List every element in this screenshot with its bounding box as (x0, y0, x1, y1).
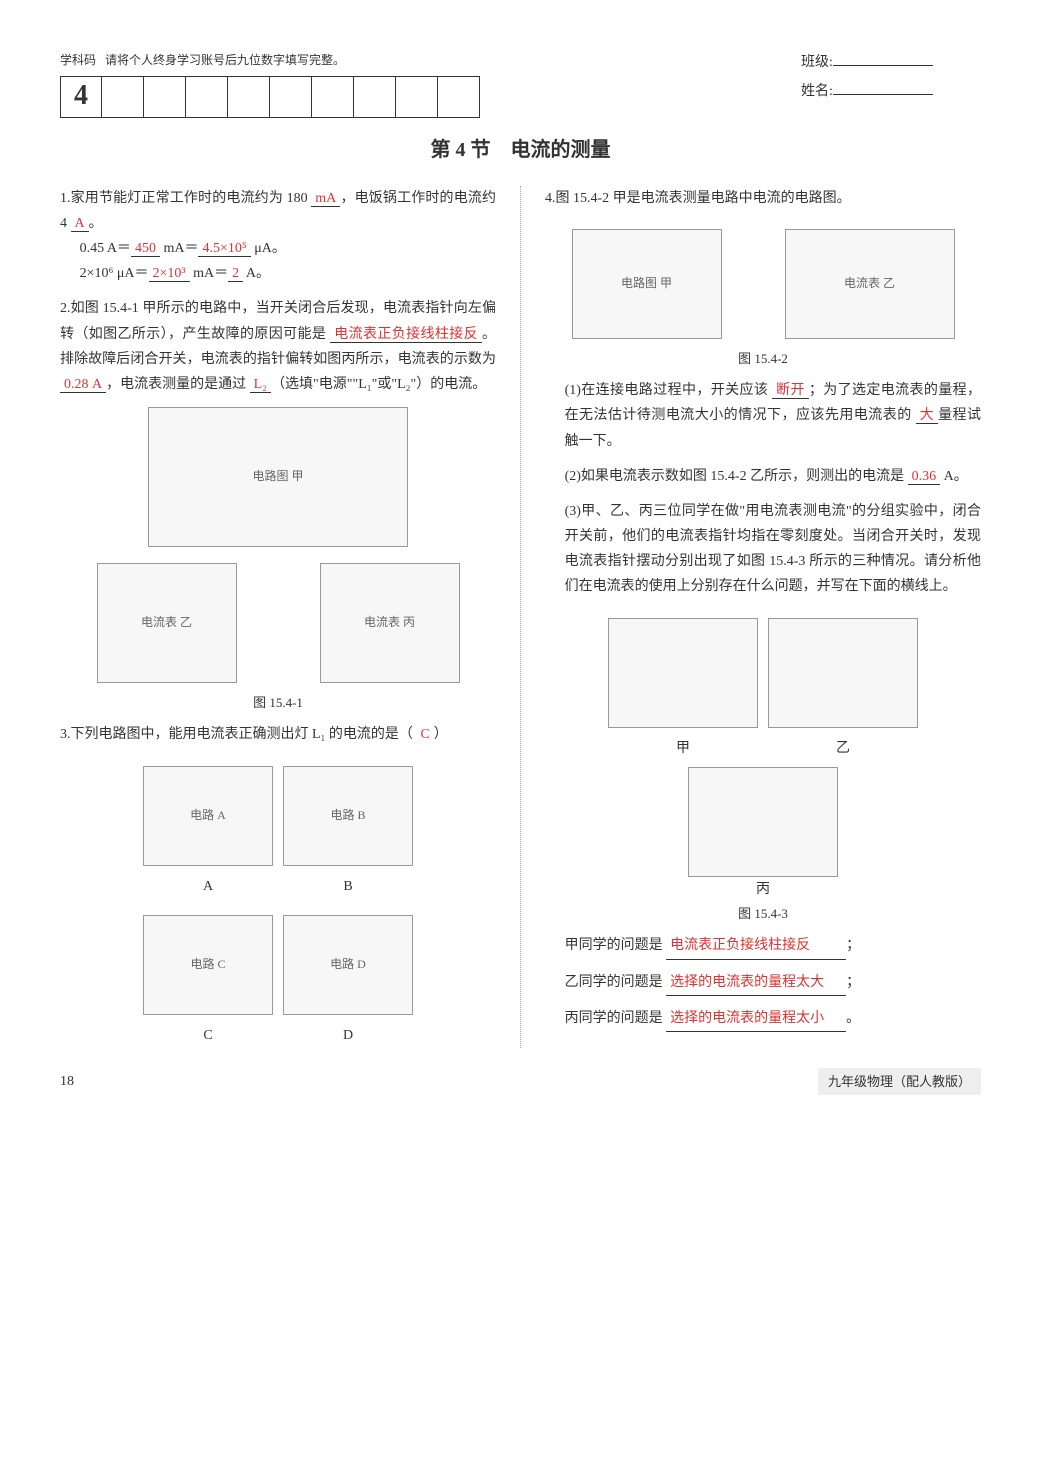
page-number: 18 (60, 1069, 74, 1094)
q4-sub2: (2)如果电流表示数如图 15.4-2 乙所示，则测出的电流是 0.36 A。 (545, 464, 981, 489)
q2-ans-a: 电流表正负接线柱接反 (330, 327, 482, 343)
digit-box[interactable] (270, 76, 312, 118)
q1-ans-a: mA (311, 191, 340, 207)
name-field[interactable] (833, 94, 933, 95)
fig-15-4-1-caption: 图 15.4-1 (60, 691, 496, 714)
digit-box[interactable] (228, 76, 270, 118)
fig-15-4-2-caption: 图 15.4-2 (545, 347, 981, 370)
header-note: 学科码 请将个人终身学习账号后九位数字填写完整。 (60, 50, 781, 72)
question-1: 1.家用节能灯正常工作时的电流约为 180 mA，电饭锅工作时的电流约 4 A。… (60, 186, 496, 287)
fig-15-4-3-bing (688, 767, 838, 877)
class-field[interactable] (833, 65, 933, 66)
student-info: 班级: 姓名: (801, 50, 981, 108)
q1-ans-b: A (71, 216, 89, 232)
q3-fig-d: 电路 D (283, 915, 413, 1015)
question-3: 3.下列电路图中，能用电流表正确测出灯 L₁ 的电流的是（ C） (60, 722, 496, 747)
digit-box[interactable] (186, 76, 228, 118)
q4-bing-answer: 丙同学的问题是 选择的电流表的量程太小。 (545, 1006, 981, 1032)
fig-15-4-3-caption: 图 15.4-3 (545, 902, 981, 925)
fig-15-4-1-bing: 电流表 丙 (320, 563, 460, 683)
question-2: 2.如图 15.4-1 甲所示的电路中，当开关闭合后发现，电流表指针向左偏转（如… (60, 296, 496, 397)
digit-box[interactable] (354, 76, 396, 118)
q3-fig-c: 电路 C (143, 915, 273, 1015)
q4-sub1: (1)在连接电路过程中，开关应该 断开；为了选定电流表的量程，在无法估计待测电流… (545, 378, 981, 454)
page-header: 学科码 请将个人终身学习账号后九位数字填写完整。 4 班级: 姓名: (60, 50, 981, 118)
fig-15-4-2-yi: 电流表 乙 (785, 229, 955, 339)
prefix-digit-box: 4 (60, 76, 102, 118)
digit-box[interactable] (102, 76, 144, 118)
q4-yi-answer: 乙同学的问题是 选择的电流表的量程太大； (545, 970, 981, 996)
digit-box[interactable] (312, 76, 354, 118)
section-title: 第 4 节 电流的测量 (60, 132, 981, 168)
question-4: 4.图 15.4-2 甲是电流表测量电路中电流的电路图。 (545, 186, 981, 211)
digit-box[interactable] (144, 76, 186, 118)
q2-ans-b: 0.28 A (60, 377, 106, 393)
right-column: 4.图 15.4-2 甲是电流表测量电路中电流的电路图。 电路图 甲 电流表 乙… (545, 186, 981, 1048)
q4-jia-answer: 甲同学的问题是 电流表正负接线柱接反； (545, 933, 981, 959)
fig-15-4-2-jia: 电路图 甲 (572, 229, 722, 339)
fig-15-4-1-jia: 电路图 甲 (148, 407, 408, 547)
digit-box[interactable] (396, 76, 438, 118)
fig-15-4-3-jia (608, 618, 758, 728)
digit-box[interactable] (438, 76, 480, 118)
code-boxes: 4 (60, 76, 781, 118)
left-column: 1.家用节能灯正常工作时的电流约为 180 mA，电饭锅工作时的电流约 4 A。… (60, 186, 496, 1048)
q3-ans: C (416, 727, 433, 742)
q4-sub3: (3)甲、乙、丙三位同学在做"用电流表测电流"的分组实验中，闭合开关前，他们的电… (545, 499, 981, 600)
footer-label: 九年级物理（配人教版） (818, 1068, 981, 1095)
fig-15-4-1-yi: 电流表 乙 (97, 563, 237, 683)
page-footer: 18 九年级物理（配人教版） (60, 1068, 981, 1095)
q2-ans-c: L₂ (250, 377, 271, 393)
q3-fig-a: 电路 A (143, 766, 273, 866)
q3-fig-b: 电路 B (283, 766, 413, 866)
fig-15-4-3-yi (768, 618, 918, 728)
